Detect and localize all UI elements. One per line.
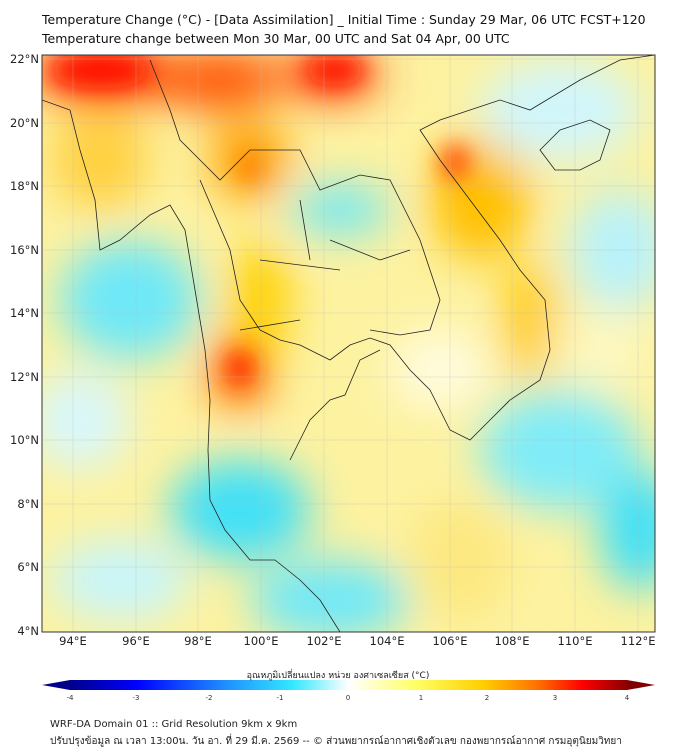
lat-label: 14°N — [10, 306, 39, 320]
coastlines-borders — [42, 55, 655, 632]
colorbar-tick: -1 — [277, 694, 284, 702]
lon-label: 112°E — [621, 634, 656, 648]
footer-line-1: WRF-DA Domain 01 :: Grid Resolution 9km … — [50, 719, 298, 730]
lat-label: 22°N — [10, 52, 39, 66]
lat-label: 16°N — [10, 243, 39, 257]
colorbar-tick: 0 — [346, 694, 350, 702]
colorbar-min-arrow — [42, 680, 70, 690]
title-line-2: Temperature change between Mon 30 Mar, 0… — [42, 31, 510, 46]
lon-label: 110°E — [558, 634, 593, 648]
lat-axis-labels: 22°N 20°N 18°N 16°N 14°N 12°N 10°N 8°N 6… — [10, 52, 39, 638]
lon-axis-labels: 94°E 96°E 98°E 100°E 102°E 104°E 106°E 1… — [59, 634, 655, 648]
colorbar-tick: 3 — [553, 694, 557, 702]
lon-label: 94°E — [59, 634, 87, 648]
lon-label: 102°E — [307, 634, 342, 648]
lat-label: 18°N — [10, 179, 39, 193]
colorbar-tick: -2 — [206, 694, 213, 702]
lat-label: 20°N — [10, 116, 39, 130]
map-frame — [41, 54, 656, 633]
heatmap-field — [42, 55, 655, 632]
colorbar-tick: -4 — [67, 694, 75, 702]
lat-label: 6°N — [17, 560, 39, 574]
lat-label: 10°N — [10, 433, 39, 447]
lon-label: 104°E — [370, 634, 405, 648]
colorbar: -4 -3 -2 -1 0 1 2 3 4 — [42, 680, 655, 702]
lat-label: 4°N — [17, 624, 39, 638]
lon-label: 106°E — [433, 634, 468, 648]
lon-label: 108°E — [495, 634, 530, 648]
title-line-1: Temperature Change (°C) - [Data Assimila… — [42, 12, 646, 27]
lon-label: 98°E — [184, 634, 212, 648]
colorbar-max-arrow — [627, 680, 655, 690]
lat-label: 12°N — [10, 370, 39, 384]
footer-line-2: ปรับปรุงข้อมูล ณ เวลา 13:00น. วัน อา. ที… — [50, 736, 622, 747]
colorbar-gradient — [70, 680, 627, 690]
colorbar-label: อุณหภูมิเปลี่ยนแปลง หน่วย องศาเซลเซียส (… — [246, 671, 430, 681]
lon-label: 96°E — [122, 634, 150, 648]
colorbar-tick: 2 — [485, 694, 489, 702]
lon-label: 100°E — [244, 634, 279, 648]
lat-label: 8°N — [17, 497, 39, 511]
colorbar-tick: 1 — [419, 694, 423, 702]
colorbar-tick: -3 — [133, 694, 140, 702]
temperature-change-map: 94°E 96°E 98°E 100°E 102°E 104°E 106°E 1… — [10, 52, 656, 702]
colorbar-tick: 4 — [625, 694, 630, 702]
gridlines — [42, 55, 655, 632]
